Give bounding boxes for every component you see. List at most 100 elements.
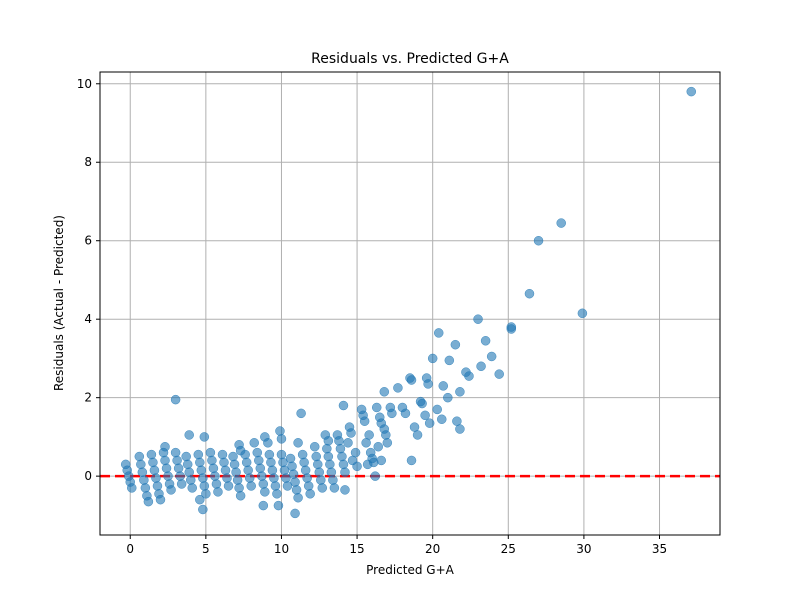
data-point (381, 430, 391, 440)
data-point (343, 438, 353, 448)
data-point (198, 504, 208, 515)
y-axis-label: Residuals (Actual - Predicted) (52, 215, 66, 391)
data-point (211, 479, 222, 489)
data-point (134, 451, 145, 462)
data-point (217, 449, 228, 460)
data-point (443, 392, 453, 403)
data-point (163, 471, 173, 481)
data-point (213, 487, 223, 497)
x-tick-label: 5 (202, 542, 210, 556)
data-point (234, 483, 244, 493)
data-point (455, 387, 465, 397)
data-point (305, 489, 315, 499)
data-point (231, 467, 241, 477)
data-point (400, 408, 411, 419)
data-point (232, 475, 243, 485)
data-point (276, 449, 287, 460)
data-point (264, 449, 275, 460)
data-point (450, 339, 461, 350)
x-tick-label: 15 (349, 542, 364, 556)
data-point (340, 485, 350, 495)
data-point (155, 494, 166, 505)
data-point (322, 443, 332, 454)
data-point (476, 361, 486, 372)
data-point (139, 475, 149, 485)
data-point (376, 455, 387, 466)
data-point (166, 485, 176, 495)
data-point (290, 508, 300, 519)
data-point (140, 483, 151, 493)
data-point (255, 463, 266, 474)
data-point (486, 351, 497, 362)
data-point (270, 481, 281, 491)
data-point (309, 441, 320, 452)
data-point (337, 451, 347, 462)
data-point (160, 441, 170, 452)
data-point (288, 469, 299, 479)
data-point (412, 430, 423, 440)
data-point (257, 471, 267, 481)
data-point (577, 308, 588, 319)
data-point (556, 218, 566, 228)
data-point (254, 455, 264, 466)
data-point (243, 465, 253, 476)
data-point (373, 441, 383, 452)
x-tick-label: 10 (274, 542, 289, 556)
data-point (302, 473, 312, 483)
data-point (137, 467, 148, 477)
data-point (198, 473, 208, 483)
data-point (533, 235, 544, 246)
data-point (340, 467, 350, 477)
data-point (291, 485, 302, 495)
data-point (300, 465, 311, 476)
data-point (176, 479, 187, 489)
data-point (143, 496, 154, 507)
data-point (438, 381, 449, 391)
data-point (299, 457, 309, 468)
y-tick-label: 10 (77, 77, 92, 91)
data-point (282, 481, 293, 491)
data-point (175, 471, 185, 481)
data-point (229, 459, 240, 470)
y-tick-label: 2 (84, 391, 92, 405)
y-tick-label: 6 (84, 234, 92, 248)
data-point (293, 492, 303, 503)
data-point (161, 463, 172, 474)
x-tick-label: 35 (652, 542, 667, 556)
data-point (335, 443, 346, 454)
data-point (323, 436, 334, 446)
data-point (146, 449, 157, 460)
data-point (220, 465, 231, 476)
axes-frame (99, 71, 721, 536)
data-point (420, 410, 430, 421)
data-point (193, 449, 204, 460)
data-point (246, 481, 256, 491)
data-point (406, 455, 417, 466)
data-point (328, 475, 338, 485)
data-point (364, 430, 374, 440)
data-point (201, 489, 211, 499)
data-point (455, 424, 465, 434)
data-point (267, 465, 278, 476)
data-point (423, 379, 433, 389)
data-point (338, 459, 349, 470)
data-point (494, 369, 504, 379)
data-point (387, 408, 397, 419)
data-point (207, 455, 217, 466)
y-tick-label: 8 (84, 155, 92, 169)
data-point (258, 479, 269, 489)
x-tick-label: 30 (576, 542, 591, 556)
data-point (266, 457, 276, 468)
grid-lines (100, 72, 720, 535)
data-point (249, 438, 259, 448)
data-point (524, 288, 535, 299)
data-point (160, 455, 170, 466)
data-point (314, 467, 325, 477)
data-point (170, 394, 181, 405)
data-point (173, 463, 184, 474)
data-point (196, 465, 207, 476)
data-point (464, 371, 474, 381)
data-point (427, 353, 438, 364)
data-point (182, 459, 193, 470)
